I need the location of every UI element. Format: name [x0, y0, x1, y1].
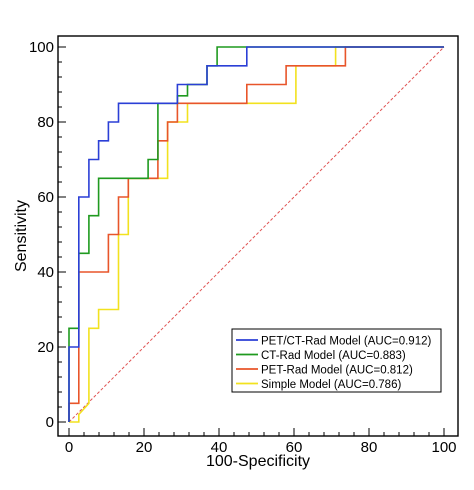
- reference-diagonal-line: [68, 46, 445, 423]
- legend-box: [231, 328, 442, 393]
- legend-label: CT-Rad Model (AUC=0.883): [261, 350, 406, 362]
- x-tick-label: 0: [65, 439, 73, 456]
- x-axis-title: 100-Specificity: [206, 453, 310, 470]
- legend-label: PET-Rad Model (AUC=0.812): [261, 365, 413, 377]
- legend-label: PET/CT-Rad Model (AUC=0.912): [261, 336, 431, 348]
- y-tick-label: 20: [37, 339, 54, 356]
- series-layer: [68, 46, 444, 423]
- series-line-3: [69, 46, 444, 423]
- y-axis-ticks: 0 20 40 60 80 100: [29, 39, 66, 431]
- reference-line-layer: [68, 46, 445, 423]
- legend: PET/CT-Rad Model (AUC=0.912) CT-Rad Model…: [231, 328, 442, 393]
- series-line-0: [68, 46, 444, 422]
- x-tick-label: 20: [136, 439, 153, 456]
- y-tick-label: 0: [46, 414, 54, 431]
- legend-label: Simple Model (AUC=0.786): [261, 379, 401, 391]
- x-tick-label: 60: [286, 439, 303, 456]
- plot-frame: [57, 35, 459, 437]
- y-tick-label: 80: [37, 114, 54, 131]
- x-axis-ticks: 0 20 40 60 80 100: [65, 428, 457, 456]
- x-tick-label: 100: [431, 439, 456, 456]
- y-axis-title: Sensitivity: [13, 200, 30, 272]
- x-tick-label: 40: [211, 439, 228, 456]
- y-tick-label: 40: [37, 264, 54, 281]
- x-tick-label: 80: [361, 439, 378, 456]
- y-tick-label: 60: [37, 189, 54, 206]
- y-tick-label: 100: [29, 39, 54, 56]
